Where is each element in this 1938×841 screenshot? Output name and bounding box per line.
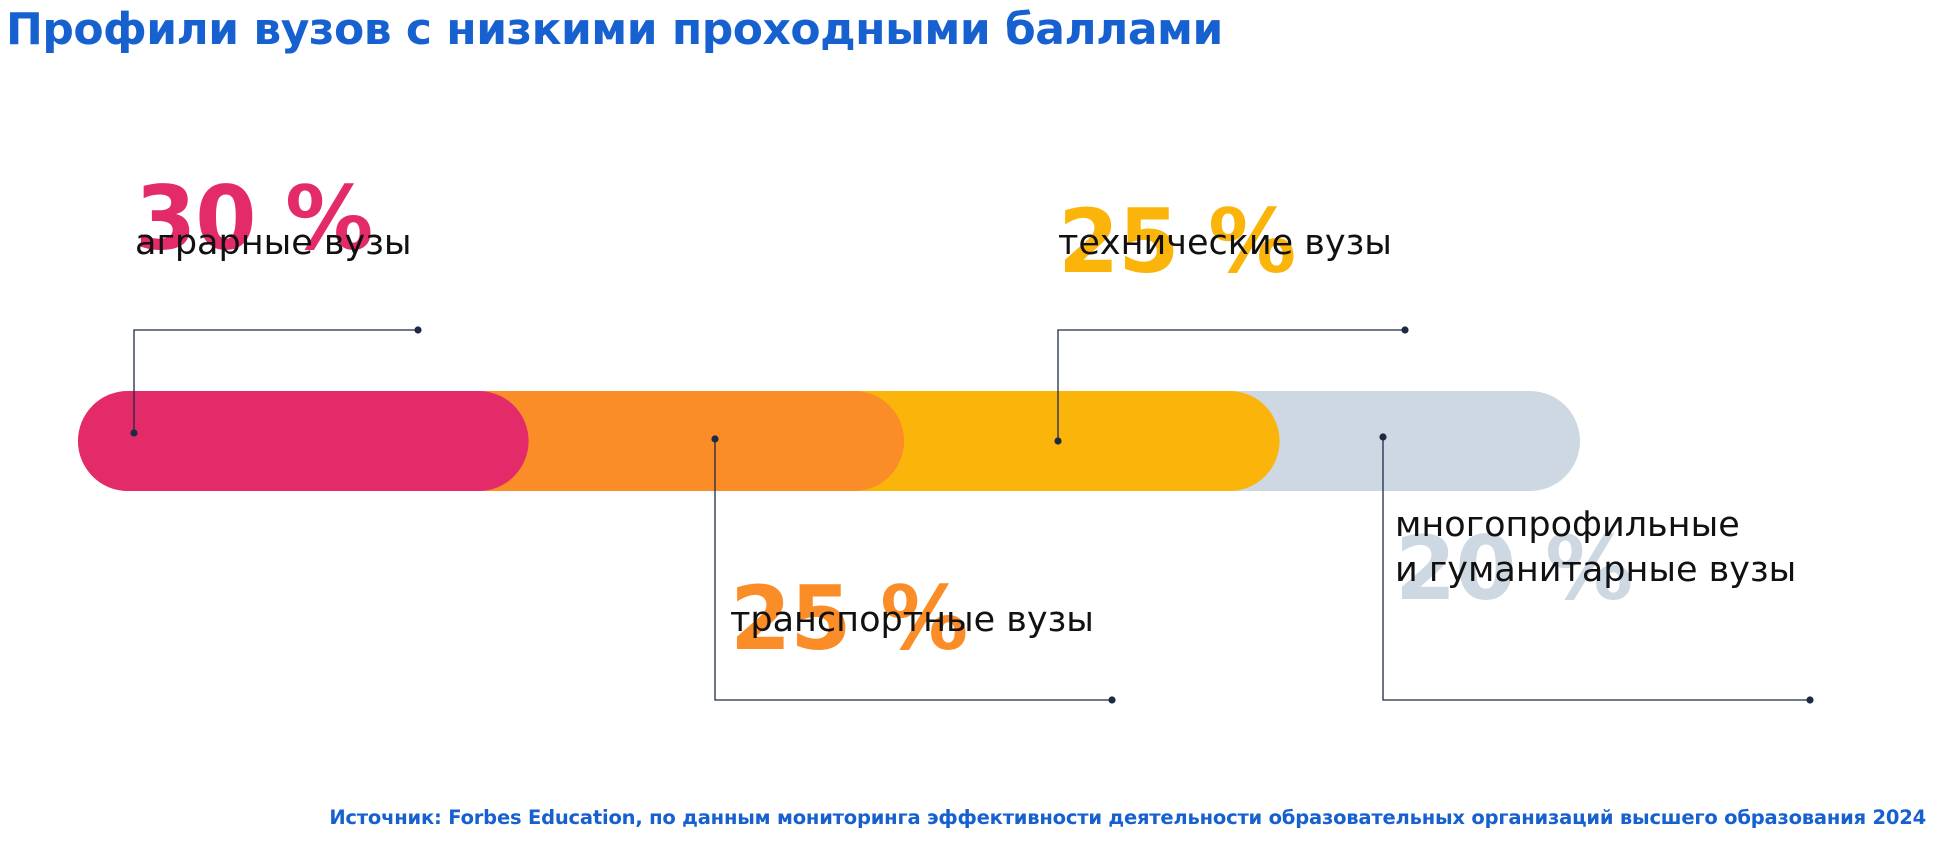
leader-line-multiprofile (1382, 437, 1810, 701)
value-label-agrarian: 30 % (135, 167, 373, 270)
value-label-multiprofile: 20 % (1395, 517, 1633, 620)
category-label-transport: транспортные вузы (730, 600, 1094, 640)
leader-dot-transport-end (1108, 696, 1116, 704)
leader-dot-multiprofile-end (1806, 696, 1814, 704)
leader-dot-agrarian-bar (130, 429, 138, 437)
leader-dot-multiprofile-bar (1379, 433, 1387, 441)
category-label-technical: технические вузы (1058, 223, 1392, 263)
leader-dot-technical-end (1401, 326, 1409, 334)
category-label-agrarian: аграрные вузы (135, 223, 412, 263)
leader-line-transport (714, 439, 1112, 701)
category-label-multiprofile-line-2: и гуманитарные вузы (1395, 550, 1797, 590)
leader-dot-technical-bar (1054, 437, 1062, 445)
category-label-multiprofile-line-1: многопрофильные (1395, 505, 1740, 545)
bar-segment-agrarian (78, 391, 529, 491)
source-note: Источник: Forbes Education, по данным мо… (329, 806, 1926, 829)
leader-line-agrarian (133, 329, 418, 433)
leader-dot-transport-bar (711, 435, 719, 443)
value-label-technical: 25 % (1058, 190, 1296, 293)
leader-line-technical (1057, 329, 1405, 441)
leader-dot-agrarian-end (414, 326, 422, 334)
value-label-transport: 25 % (730, 567, 968, 670)
chart-title: Профили вузов с низкими проходными балла… (6, 4, 1223, 55)
